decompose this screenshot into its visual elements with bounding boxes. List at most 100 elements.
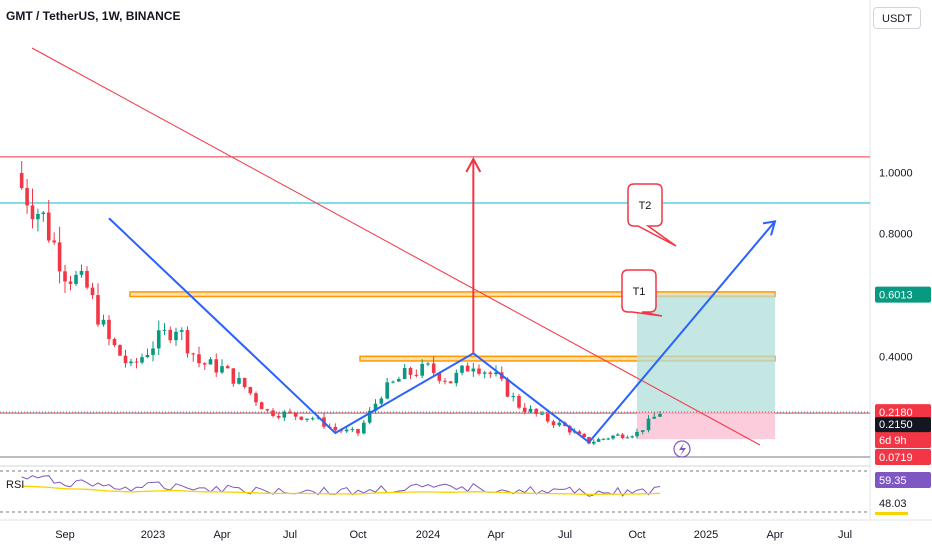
t1-callout-shape [621,269,663,317]
candle-body [202,363,207,365]
candle-body [540,413,544,415]
candle-body [276,415,281,418]
price-tick-label: 0.8000 [879,229,913,241]
candle-body [220,366,224,373]
candle-body [592,441,596,444]
flash-icon-glyph [679,443,686,456]
candle-body [242,377,247,388]
candle-body [356,429,360,434]
candle-body [123,355,128,364]
target-price-text: 0.6013 [879,290,913,302]
rsi-ma-text: 48.03 [879,498,907,510]
candle-body [652,416,657,419]
candle-body [191,353,196,355]
candle-body [41,212,46,214]
candle-body [156,330,161,349]
rsi-label: RSI [6,479,25,491]
rsi-value-text: 59.35 [879,475,907,487]
candle-body [129,361,133,364]
resistance-zone-upper [129,291,776,298]
currency-selector[interactable]: USDT [873,7,921,29]
candle-body [454,372,459,384]
target-price-badge [875,286,931,303]
candle-body [299,416,304,420]
candle-body [587,437,591,444]
candle-body [179,330,184,332]
candle-body [635,431,639,437]
candle-body [162,329,167,331]
candle-body [46,212,51,241]
candle-body [52,240,56,243]
candle-body [448,381,453,384]
candle-body [68,281,73,284]
time-tick-label: 2025 [694,529,718,541]
candle-body [344,429,349,432]
candle-body [259,402,264,410]
candle-body [397,378,401,382]
candle-body [140,357,144,363]
t2-callout-shape [627,183,677,247]
candle-body [582,433,586,438]
candle-body [646,418,651,431]
candle-body [517,395,521,408]
chart-title: GMT / TetherUS, 1W, BINANCE [6,9,181,23]
candle-body [57,242,62,272]
rsi-value-badge [875,472,931,488]
candle-body [118,345,122,356]
candle-body [522,407,527,412]
support-price-text: 0.2150 [879,419,913,431]
candle-body [465,365,470,372]
candle-body [265,409,270,411]
candle-body [511,395,516,397]
candle-body [494,372,498,375]
candle-body [293,412,298,417]
candle-body [36,213,40,220]
candle-body [482,372,487,374]
candle-body [225,366,230,369]
candle-body [373,403,378,411]
candle-body [145,354,150,358]
time-tick-label: Apr [213,529,230,541]
candle-body [658,413,662,417]
candle-body [477,368,481,374]
candle-body [288,411,292,413]
candle-body [248,387,253,394]
price-tick-label: 0.4000 [879,351,913,363]
long-position-profit-zone [637,294,775,413]
candle-body [431,363,436,373]
candle-body [528,408,533,412]
candle-body [414,374,419,376]
candle-body [214,359,219,373]
candle-body [134,361,139,363]
candle-body [557,422,562,426]
time-tick-label: 2024 [416,529,440,541]
candle-body [74,274,78,284]
descending-trendline [31,47,761,446]
candle-body [254,393,258,403]
candle-body [640,430,645,432]
candle-body [568,426,572,433]
time-tick-label: Sep [55,529,75,541]
support-price-badge [875,417,931,433]
low-price-text: 0.0719 [879,452,913,464]
candle-body [85,270,89,288]
candle-body [611,435,615,439]
candle-body [63,271,67,282]
candle-body [385,382,389,399]
candle-body [107,319,111,340]
candle-countdown-text: 6d 9h [879,435,907,447]
candle-body [30,205,35,220]
candle-body [96,295,100,325]
candle-body [505,378,510,397]
t1-callout-text: T1 [633,286,646,298]
time-tick-label: Jul [558,529,572,541]
time-tick-label: Apr [487,529,504,541]
candle-body [471,368,476,372]
candle-body [19,173,24,188]
rsi-ma-line [21,485,661,495]
time-tick-label: Oct [628,529,645,541]
candle-body [174,331,178,341]
candle-body [282,411,287,418]
